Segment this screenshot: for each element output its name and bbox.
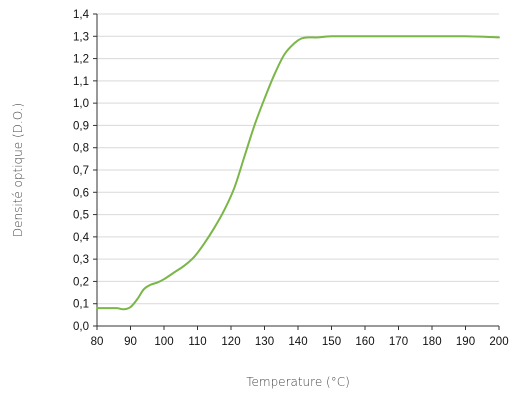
x-tick-label: 180: [422, 336, 441, 348]
y-tick-label: 0,1: [73, 299, 89, 311]
axes: [93, 13, 500, 330]
x-tick-label: 170: [389, 336, 408, 348]
x-tick-label: 110: [188, 336, 206, 348]
y-tick-label: 0,4: [73, 232, 90, 244]
y-tick-label: 0,3: [73, 254, 89, 266]
y-tick-label: 0,7: [73, 165, 89, 177]
tick-labels: 0,0 0,1 0,2 0,3 0,4 0,5 0,6 0,7 0,8 0,9 1,0 1,1 1,2 1…: [73, 9, 509, 348]
x-tick-label: 90: [124, 336, 137, 348]
y-tick-label: 0,9: [73, 120, 89, 132]
y-tick-label: 1,2: [73, 54, 89, 66]
x-tick-label: 100: [154, 336, 173, 348]
x-tick-label: 150: [322, 336, 341, 348]
y-tick-label: 0,8: [73, 143, 89, 155]
y-tick-label: 0,6: [73, 187, 89, 199]
series-layer: [96, 35, 500, 311]
y-tick-label: 0,2: [73, 276, 89, 288]
y-tick-label: 1,3: [73, 31, 89, 43]
x-axis-title: Temperature (°C): [246, 375, 350, 389]
x-tick-label: 130: [255, 336, 274, 348]
y-tick-label: 0,0: [73, 321, 89, 333]
x-tick-label: 160: [355, 336, 374, 348]
x-tick-label: 140: [288, 336, 307, 348]
y-axis-title: Densité optique (D.O.): [11, 103, 25, 237]
y-tick-label: 1,4: [73, 9, 90, 21]
x-tick-label: 80: [91, 336, 104, 348]
x-tick-label: 120: [221, 336, 240, 348]
y-tick-label: 0,5: [73, 210, 89, 222]
gridlines: [97, 13, 499, 305]
y-tick-label: 1,1: [73, 76, 89, 88]
series-line-0: [96, 35, 500, 311]
x-tick-label: 190: [456, 336, 475, 348]
x-tick-label: 200: [489, 336, 508, 348]
y-tick-label: 1,0: [73, 98, 89, 110]
